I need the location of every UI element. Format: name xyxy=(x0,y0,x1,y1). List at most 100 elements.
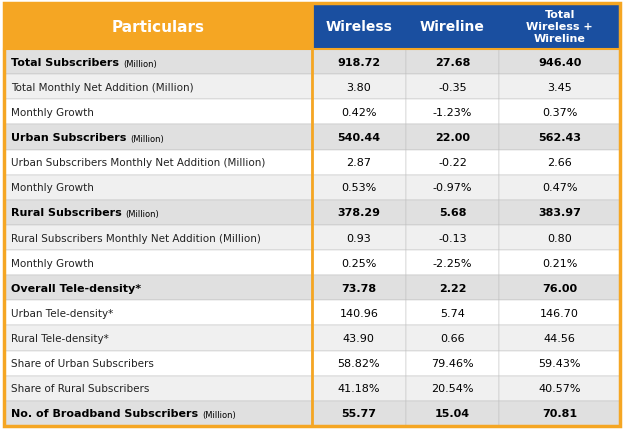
Text: 40.57%: 40.57% xyxy=(539,384,581,393)
Bar xyxy=(4,326,312,351)
Bar xyxy=(4,225,312,251)
Text: 22.00: 22.00 xyxy=(435,133,470,143)
Text: Monthly Growth: Monthly Growth xyxy=(11,108,94,117)
Text: 383.97: 383.97 xyxy=(538,208,581,218)
Text: -0.97%: -0.97% xyxy=(432,183,472,193)
Text: Monthly Growth: Monthly Growth xyxy=(11,183,94,193)
Bar xyxy=(499,351,620,376)
Bar xyxy=(499,251,620,276)
Bar xyxy=(312,200,406,225)
Bar xyxy=(499,225,620,251)
Text: Rural Subscribers: Rural Subscribers xyxy=(11,208,125,218)
Text: 2.87: 2.87 xyxy=(346,158,371,168)
Text: 378.29: 378.29 xyxy=(338,208,380,218)
Bar xyxy=(406,301,499,326)
Bar xyxy=(406,175,499,200)
Text: (Million): (Million) xyxy=(125,210,159,219)
Text: Urban Subscribers: Urban Subscribers xyxy=(11,133,130,143)
Text: Wireline: Wireline xyxy=(420,20,485,34)
Text: Urban Subscribers Monthly Net Addition (Million): Urban Subscribers Monthly Net Addition (… xyxy=(11,158,265,168)
Text: 0.66: 0.66 xyxy=(440,333,465,343)
Bar xyxy=(312,75,406,100)
Bar xyxy=(312,301,406,326)
Bar xyxy=(406,75,499,100)
Bar xyxy=(499,326,620,351)
Bar xyxy=(4,351,312,376)
Text: 946.40: 946.40 xyxy=(538,58,582,68)
Bar xyxy=(312,50,406,75)
Bar xyxy=(406,251,499,276)
Bar xyxy=(499,401,620,426)
Text: 76.00: 76.00 xyxy=(542,283,577,293)
Bar xyxy=(406,225,499,251)
Bar xyxy=(406,326,499,351)
Text: 70.81: 70.81 xyxy=(542,408,577,418)
Text: 5.74: 5.74 xyxy=(440,308,465,318)
Text: -1.23%: -1.23% xyxy=(433,108,472,117)
Bar xyxy=(312,125,406,150)
Text: 2.22: 2.22 xyxy=(439,283,466,293)
Bar xyxy=(312,4,406,50)
Bar xyxy=(312,150,406,175)
Text: 43.90: 43.90 xyxy=(343,333,375,343)
Text: 2.66: 2.66 xyxy=(547,158,572,168)
Bar xyxy=(406,200,499,225)
Text: 44.56: 44.56 xyxy=(544,333,575,343)
Text: Particulars: Particulars xyxy=(112,19,205,34)
Bar xyxy=(4,100,312,125)
Text: 540.44: 540.44 xyxy=(337,133,381,143)
Text: Rural Tele-density*: Rural Tele-density* xyxy=(11,333,109,343)
Text: (Million): (Million) xyxy=(123,59,157,68)
Bar xyxy=(4,301,312,326)
Bar xyxy=(499,301,620,326)
Text: Total
Wireless +
Wireline: Total Wireless + Wireline xyxy=(526,10,593,43)
Bar xyxy=(499,376,620,401)
Bar xyxy=(312,326,406,351)
Text: 41.18%: 41.18% xyxy=(338,384,380,393)
Bar xyxy=(406,376,499,401)
Bar xyxy=(499,75,620,100)
Bar xyxy=(406,50,499,75)
Text: 918.72: 918.72 xyxy=(337,58,381,68)
Bar xyxy=(4,150,312,175)
Text: -0.22: -0.22 xyxy=(438,158,467,168)
Text: 0.37%: 0.37% xyxy=(542,108,577,117)
Bar xyxy=(499,200,620,225)
Bar xyxy=(312,276,406,301)
Bar xyxy=(499,175,620,200)
Bar xyxy=(406,351,499,376)
Bar xyxy=(499,4,620,50)
Text: Total Subscribers: Total Subscribers xyxy=(11,58,123,68)
Bar xyxy=(312,175,406,200)
Bar xyxy=(4,401,312,426)
Text: 20.54%: 20.54% xyxy=(431,384,474,393)
Bar xyxy=(406,150,499,175)
Text: -2.25%: -2.25% xyxy=(432,258,472,268)
Text: 15.04: 15.04 xyxy=(435,408,470,418)
Text: -0.13: -0.13 xyxy=(438,233,467,243)
Text: 0.93: 0.93 xyxy=(346,233,371,243)
Text: Wireless: Wireless xyxy=(325,20,392,34)
Text: Total Monthly Net Addition (Million): Total Monthly Net Addition (Million) xyxy=(11,83,193,92)
Bar xyxy=(406,401,499,426)
Text: 73.78: 73.78 xyxy=(341,283,376,293)
Bar xyxy=(499,50,620,75)
Bar xyxy=(406,4,499,50)
Bar xyxy=(4,75,312,100)
Text: 562.43: 562.43 xyxy=(538,133,581,143)
Text: 59.43%: 59.43% xyxy=(539,358,581,369)
Text: 0.47%: 0.47% xyxy=(542,183,577,193)
Text: 79.46%: 79.46% xyxy=(431,358,474,369)
Bar xyxy=(4,125,312,150)
Text: (Million): (Million) xyxy=(202,411,236,419)
Bar xyxy=(499,276,620,301)
Bar xyxy=(4,276,312,301)
Bar xyxy=(312,251,406,276)
Bar xyxy=(499,100,620,125)
Bar xyxy=(312,351,406,376)
Text: 0.80: 0.80 xyxy=(547,233,572,243)
Bar xyxy=(499,150,620,175)
Bar xyxy=(4,4,312,50)
Bar xyxy=(499,125,620,150)
Text: Rural Subscribers Monthly Net Addition (Million): Rural Subscribers Monthly Net Addition (… xyxy=(11,233,261,243)
